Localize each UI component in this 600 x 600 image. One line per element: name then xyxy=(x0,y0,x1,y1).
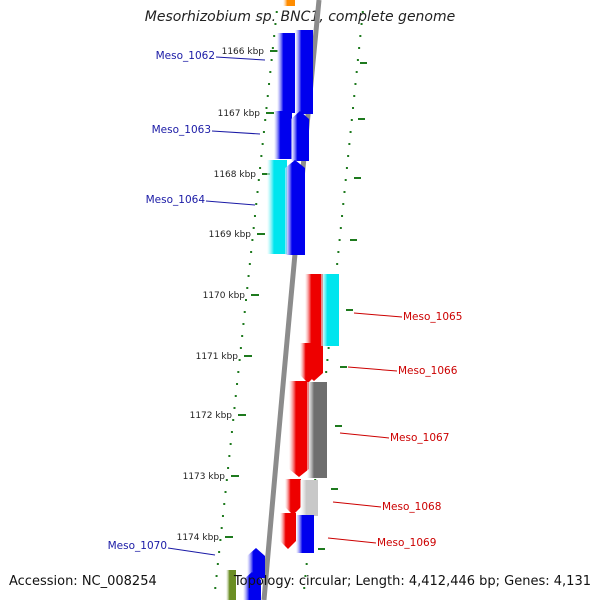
gene-block-meso-1067-b xyxy=(307,382,327,478)
gene-label-leader xyxy=(327,537,377,544)
gene-label-leader xyxy=(167,547,216,556)
gene-label: Meso_1064 xyxy=(146,194,206,206)
gene-label-leader xyxy=(215,56,266,61)
scale-label: 1169 kbp xyxy=(209,230,252,240)
scale-label: 1174 kbp xyxy=(177,533,220,543)
gene-block-meso-1067-a xyxy=(289,381,309,477)
gene-block-meso-1064-b xyxy=(285,160,305,255)
accession-text: Accession: NC_008254 xyxy=(9,574,157,589)
gene-label-leader xyxy=(353,312,403,318)
gene-label-leader xyxy=(332,501,382,508)
gene-block-meso-1065-b xyxy=(321,274,339,346)
gene-block-meso-1064-a xyxy=(267,160,287,254)
scale-label: 1171 kbp xyxy=(196,352,239,362)
gene-label-leader xyxy=(205,200,256,206)
gene-block-orange xyxy=(283,0,295,6)
gene-label-leader xyxy=(339,432,390,439)
gene-label: Meso_1063 xyxy=(152,124,211,136)
scale-label: 1173 kbp xyxy=(183,472,226,482)
gene-label: Meso_1070 xyxy=(108,540,167,552)
genome-summary-text: Topology: circular; Length: 4,412,446 bp… xyxy=(233,574,591,589)
scale-label: 1168 kbp xyxy=(214,170,257,180)
gene-block-meso-1070-a xyxy=(247,548,265,578)
scale-label: 1170 kbp xyxy=(203,291,246,301)
gene-label: Meso_1067 xyxy=(390,432,449,444)
gene-block-meso-1066 xyxy=(300,343,316,383)
gene-label: Meso_1068 xyxy=(382,501,441,513)
gene-label: Meso_1066 xyxy=(398,365,458,377)
gene-block-meso-1070-b xyxy=(243,572,261,600)
gene-block-meso-1063-a xyxy=(274,111,292,159)
gene-block-meso-1062-a xyxy=(277,33,295,113)
scale-label: 1167 kbp xyxy=(218,109,261,119)
gene-block-meso-1063-b xyxy=(291,111,309,161)
gene-label-leader xyxy=(211,130,261,135)
gene-label: Meso_1065 xyxy=(403,311,462,323)
gene-label-leader xyxy=(347,366,398,372)
gene-block-meso-1068-a xyxy=(285,479,301,515)
gene-block-meso-1069-a xyxy=(280,513,296,549)
scale-label: 1166 kbp xyxy=(222,47,265,57)
gene-label: Meso_1069 xyxy=(377,537,436,549)
gene-block-meso-1062-b xyxy=(295,30,313,114)
gene-block-meso-1069-b xyxy=(296,515,314,553)
gene-label: Meso_1062 xyxy=(156,50,215,62)
gene-block-meso-1068-b xyxy=(300,480,318,516)
map-title: Mesorhizobium sp. BNC1, complete genome xyxy=(144,9,456,25)
gene-block-olive xyxy=(226,570,236,600)
inner-tick-ring xyxy=(214,11,278,589)
scale-label: 1172 kbp xyxy=(190,411,233,421)
outer-major-ticks xyxy=(318,62,367,550)
